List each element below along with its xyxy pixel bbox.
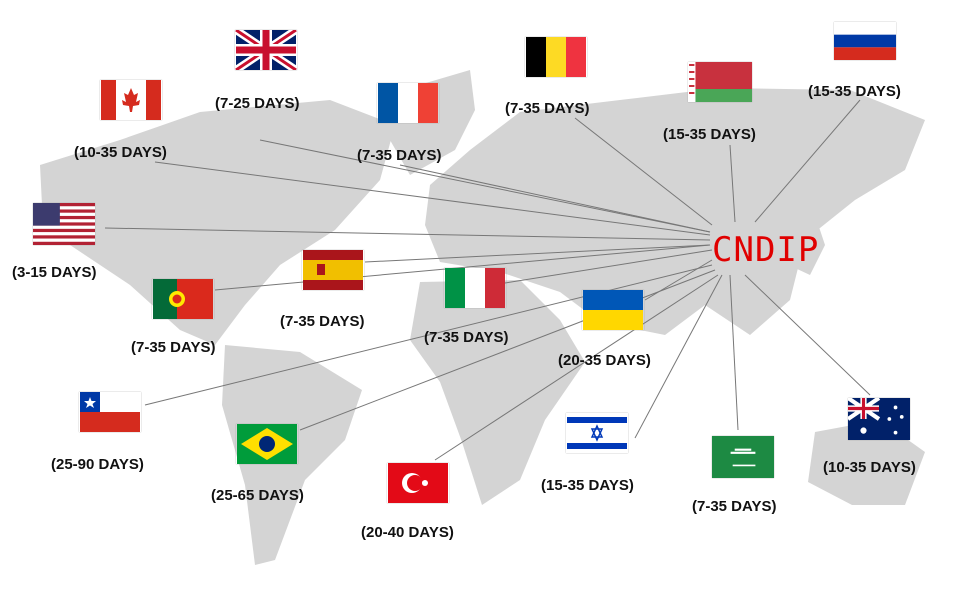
eurasia (425, 88, 925, 335)
australia-flag-icon (848, 398, 910, 440)
north-america (40, 100, 395, 345)
route-lines (104, 99, 871, 461)
route-line (754, 99, 861, 223)
turkey-flag-icon (387, 463, 449, 503)
route-line (214, 244, 711, 291)
spain-days-label: (7-35 DAYS) (280, 313, 365, 330)
route-line (259, 139, 711, 233)
route-line (299, 269, 716, 431)
hub-label: CNDIP (712, 230, 820, 270)
australia-days-label: (10-35 DAYS) (823, 459, 916, 476)
portugal-days-label: (7-35 DAYS) (131, 339, 216, 356)
uk-flag-icon (235, 30, 297, 70)
russia-days-label: (15-35 DAYS) (808, 83, 901, 100)
chile-flag-icon (79, 392, 141, 432)
japan (795, 215, 825, 275)
france-flag-icon (377, 83, 439, 123)
route-line (154, 161, 711, 236)
israel-flag-icon (566, 413, 628, 453)
portugal-flag-icon (152, 279, 214, 319)
route-line (729, 274, 739, 431)
usa-flag-icon (33, 203, 95, 245)
route-line (644, 259, 713, 301)
belarus-flag-icon (688, 62, 752, 102)
route-line (634, 274, 723, 439)
route-line (364, 244, 711, 263)
chile-days-label: (25-90 DAYS) (51, 456, 144, 473)
australia (808, 420, 925, 505)
brazil-days-label: (25-65 DAYS) (211, 487, 304, 504)
usa-days-label: (3-15 DAYS) (12, 264, 97, 281)
route-line (744, 274, 871, 396)
italy-days-label: (7-35 DAYS) (424, 329, 509, 346)
uk-days-label: (7-25 DAYS) (215, 95, 300, 112)
russia-flag-icon (834, 22, 896, 60)
africa (410, 280, 585, 505)
route-line (104, 227, 711, 241)
route-line (399, 164, 711, 233)
belarus-days-label: (15-35 DAYS) (663, 126, 756, 143)
canada-flag-icon (100, 80, 162, 120)
belgium-flag-icon (525, 37, 587, 77)
route-line (144, 264, 713, 406)
canada-days-label: (10-35 DAYS) (74, 144, 167, 161)
israel-days-label: (15-35 DAYS) (541, 477, 634, 494)
france-days-label: (7-35 DAYS) (357, 147, 442, 164)
route-line (504, 249, 713, 284)
belgium-days-label: (7-35 DAYS) (505, 100, 590, 117)
brazil-flag-icon (236, 424, 298, 464)
ukraine-flag-icon (582, 290, 644, 330)
saudi-flag-icon (712, 436, 774, 478)
turkey-days-label: (20-40 DAYS) (361, 524, 454, 541)
ukraine-days-label: (20-35 DAYS) (558, 352, 651, 369)
spain-flag-icon (302, 250, 364, 290)
route-line (574, 117, 713, 226)
italy-flag-icon (444, 268, 506, 308)
route-line (729, 144, 736, 223)
saudi-days-label: (7-35 DAYS) (692, 498, 777, 515)
route-line (434, 274, 719, 461)
